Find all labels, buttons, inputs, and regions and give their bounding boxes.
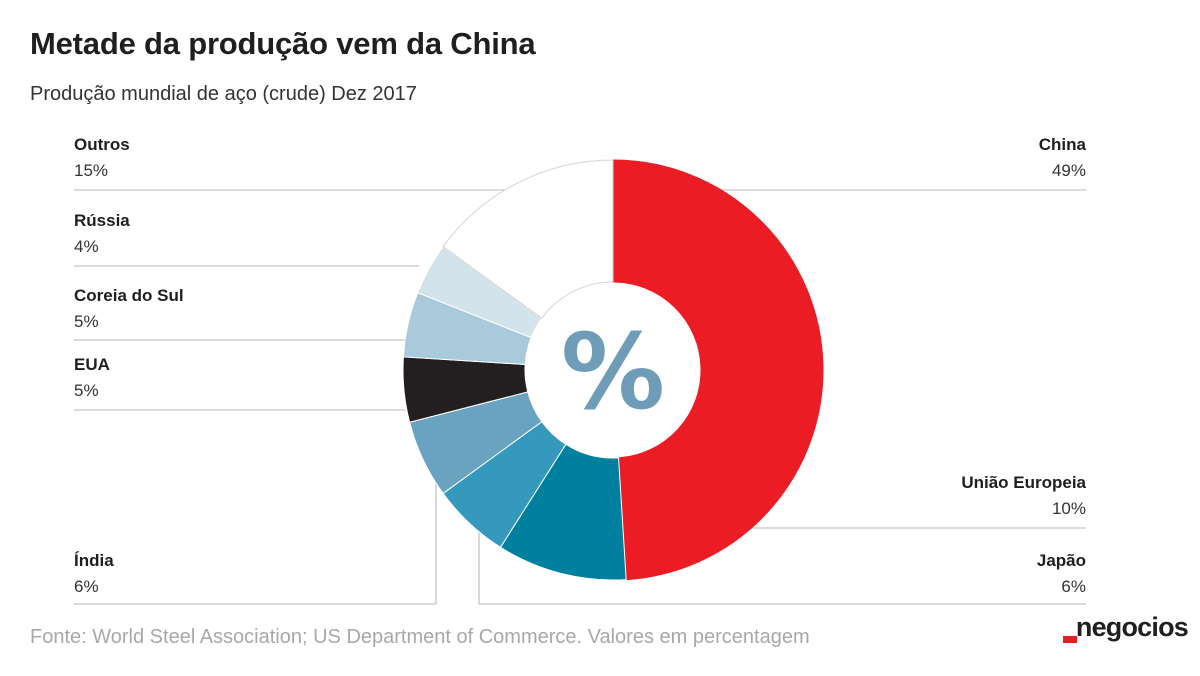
label-value-china: 49% [1052,161,1086,180]
leader-lines [74,189,1086,605]
label-name-uniao-europeia: União Europeia [961,473,1086,492]
slice-outros [442,159,614,319]
label-value-russia: 4% [74,237,99,256]
slice-labels: China 49% União Europeia 10% Japão 6% Índia 6% E… [74,135,1087,596]
chart-title: Metade da produção vem da China [30,26,536,61]
label-value-outros: 15% [74,161,108,180]
chart-subtitle: Produção mundial de aço (crude) Dez 2017 [30,83,417,105]
label-name-russia: Rússia [74,211,130,230]
slice-china [612,159,824,581]
leader-line-japao [478,512,1086,605]
label-value-coreia-do-sul: 5% [74,312,99,331]
label-name-outros: Outros [74,135,130,154]
center-percent-symbol: % [561,311,665,433]
label-name-india: Índia [74,551,114,570]
donut-slices [402,159,824,581]
label-value-india: 6% [74,577,99,596]
label-name-japao: Japão [1037,551,1086,570]
brand-logo: negocios [1075,612,1189,642]
label-name-coreia-do-sul: Coreia do Sul [74,286,184,305]
label-value-eua: 5% [74,381,99,400]
source-note: Fonte: World Steel Association; US Depar… [30,626,810,648]
leader-line-india [74,462,437,605]
brand-logo-mark [1063,636,1077,643]
label-value-japao: 6% [1061,577,1086,596]
label-name-china: China [1039,135,1087,154]
label-value-uniao-europeia: 10% [1052,499,1086,518]
label-name-eua: EUA [74,355,110,374]
